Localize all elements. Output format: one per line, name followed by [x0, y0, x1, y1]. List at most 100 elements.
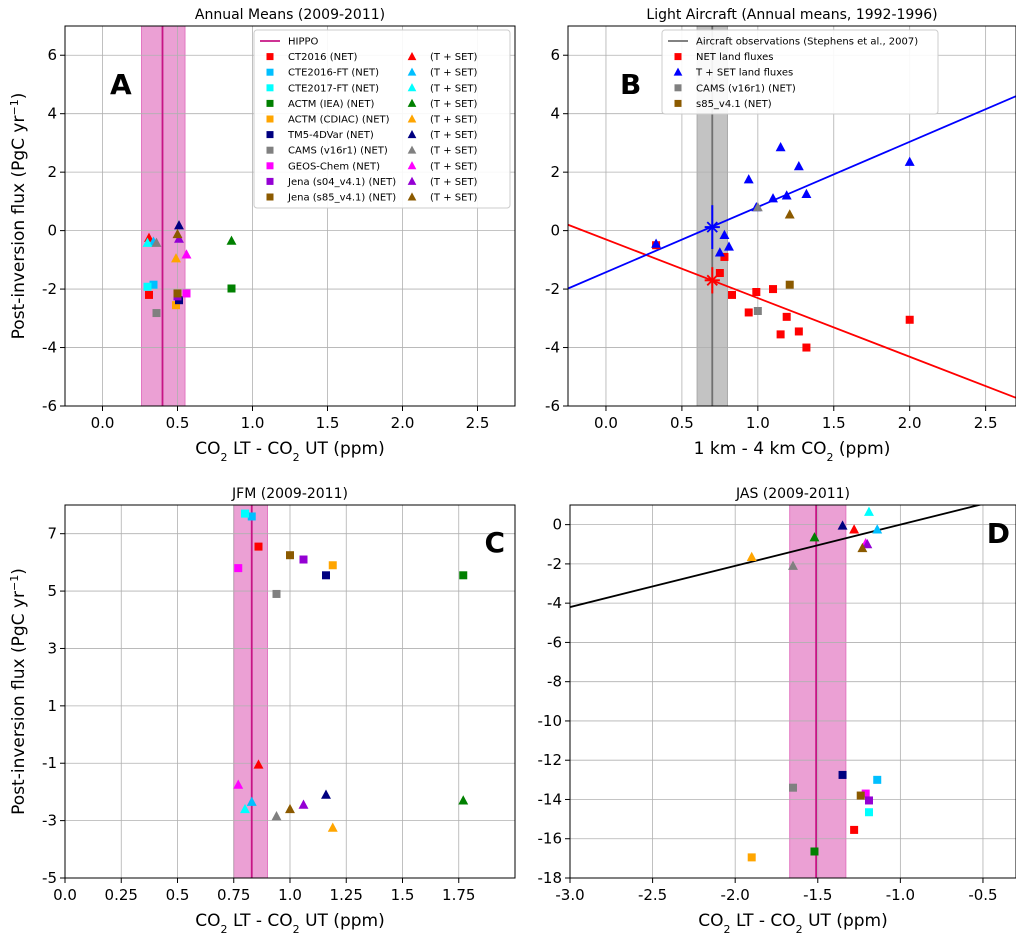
x-tick-label: 0.0: [594, 414, 618, 432]
legend-marker: [407, 129, 417, 139]
y-tick-label: 4: [550, 105, 560, 123]
y-tick-label: -16: [538, 830, 563, 848]
legend-label: Jena (s85_v4.1) (NET): [287, 193, 396, 204]
data-point-net: [299, 555, 308, 564]
data-point-net: [145, 290, 153, 299]
x-tick-label: 1.0: [241, 414, 265, 432]
x-tick-label: 2.5: [466, 414, 490, 432]
legend-marker: [674, 84, 682, 92]
x-tick-label: 0.5: [166, 886, 190, 904]
x-tick-label: 2.0: [898, 414, 922, 432]
legend-marker: [407, 51, 417, 61]
panel-letter: C: [484, 526, 505, 559]
x-axis-label: CO2 LT - CO2 UT (ppm): [195, 911, 384, 936]
x-tick-label: -1.5: [803, 886, 832, 904]
y-tick-label: -6: [545, 397, 560, 415]
x-axis-label-part: UT (ppm): [300, 439, 385, 459]
x-axis-label-part: 2: [796, 923, 803, 936]
legend-label: (T + SET): [430, 52, 478, 63]
data-point-net: [328, 561, 337, 570]
y-tick-label: -12: [538, 751, 563, 769]
legend-marker: [266, 177, 274, 185]
x-tick-label: 1.5: [822, 414, 846, 432]
y-tick-label: -4: [547, 594, 562, 612]
legend-marker: [266, 131, 274, 139]
data-point-net: [152, 309, 161, 318]
legend-label: Jena (s04_v4.1) (NET): [287, 177, 396, 188]
data-point-t-set: [724, 241, 734, 251]
data-point-t-set: [298, 799, 309, 809]
x-axis-label-part: UT (ppm): [803, 911, 888, 931]
x-tick-label: 2.5: [974, 414, 998, 432]
y-tick-label: -2: [545, 280, 560, 298]
legend-marker: [266, 115, 274, 123]
x-tick-label: 1.75: [442, 886, 475, 904]
legend-marker: [266, 68, 274, 76]
panel-b: 0.0 0.5 1.0 1.5 2.0 2.5 -6 -4 -2 0 2 4 6 Light Aircra…: [545, 7, 1016, 464]
data-point-t-set: [849, 524, 860, 534]
x-tick-label: 1.5: [391, 886, 415, 904]
data-point-t-set: [181, 249, 192, 259]
data-point-net: [856, 791, 865, 800]
y-tick-label: 0: [552, 516, 562, 534]
x-tick-label: 0.5: [670, 414, 694, 432]
y-tick-label: 0: [550, 222, 560, 240]
data-point-t-set: [864, 506, 874, 516]
legend-label: (T + SET): [430, 161, 478, 172]
data-point-net: [247, 512, 256, 521]
legend-marker: [674, 99, 682, 107]
data-point-t-set: [872, 524, 883, 534]
y-tick-label: 7: [47, 525, 57, 543]
regression-line: [570, 505, 983, 608]
legend-label: (T + SET): [430, 115, 478, 126]
data-point-t-set: [781, 190, 792, 200]
data-point-t-set: [857, 542, 868, 553]
data-point-net: [838, 770, 847, 779]
legend-marker: [674, 53, 682, 61]
x-tick-label: 0.5: [166, 414, 190, 432]
axes-frame: [64, 25, 516, 407]
data-point-t-set: [904, 156, 915, 166]
x-tick-label: 2.0: [391, 414, 415, 432]
legend-label: GEOS-Chem (NET): [288, 161, 380, 172]
x-tick-label: -0.5: [968, 886, 997, 904]
error-cross: [704, 205, 720, 250]
legend-label: HIPPO: [288, 37, 319, 48]
data-point-net: [720, 252, 729, 261]
legend-label: ACTM (IEA) (NET): [288, 99, 374, 110]
panel-letter: A: [110, 68, 132, 101]
x-axis-label-part: 2: [221, 923, 228, 936]
data-point-t-set: [233, 779, 244, 789]
data-point-net: [241, 509, 249, 518]
y-tick-label: -4: [545, 339, 560, 357]
legend-label: CTE2017-FT (NET): [288, 83, 379, 94]
data-point-net: [810, 847, 819, 856]
data-point-net: [861, 789, 870, 798]
data-point-t-set: [240, 803, 250, 814]
y-tick-label: 2: [47, 163, 57, 181]
x-tick-label: 1.0: [746, 414, 770, 432]
legend-label: (T + SET): [430, 130, 478, 141]
data-point-net: [769, 285, 778, 294]
data-point-t-set: [743, 174, 754, 184]
data-point-t-set: [788, 560, 798, 570]
data-point-net: [322, 571, 330, 580]
data-point-t-set: [775, 142, 786, 152]
data-point-net: [776, 330, 785, 339]
data-point-t-set: [714, 247, 725, 257]
data-point-net: [752, 288, 761, 296]
legend-label: TM5-4DVar (NET): [287, 130, 374, 141]
x-axis-label-part: CO: [698, 911, 723, 931]
data-point-net: [753, 307, 762, 315]
data-point-t-set: [862, 538, 873, 549]
legend-label: Aircraft observations (Stephens et al., …: [696, 37, 918, 48]
observation-range-band: [233, 504, 268, 879]
legend-label: (T + SET): [430, 99, 478, 110]
data-point-t-set: [719, 229, 730, 239]
legend-marker: [266, 53, 274, 61]
x-tick-label: -2.5: [638, 886, 667, 904]
data-point-t-set: [327, 822, 338, 832]
panel-title: JAS (2009-2011): [735, 486, 850, 502]
data-point-t-set: [801, 188, 812, 199]
